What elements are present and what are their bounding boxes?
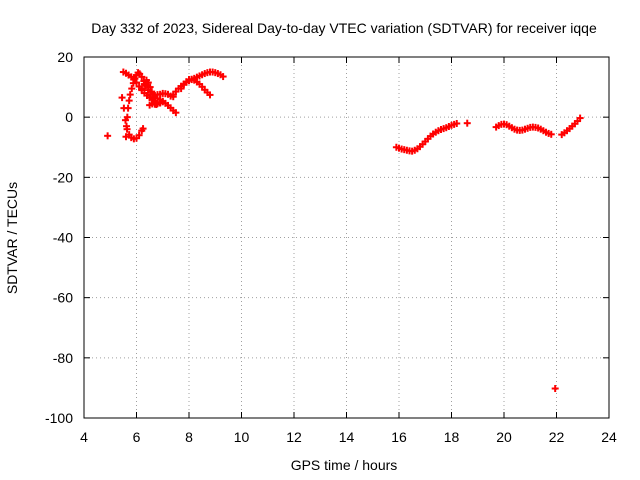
y-axis-label: SDTVAR / TECUs — [4, 182, 20, 294]
data-point — [463, 119, 471, 127]
data-point — [219, 73, 227, 81]
data-point — [547, 130, 555, 138]
data-point — [551, 385, 559, 393]
x-tick-label: 8 — [185, 429, 193, 445]
x-tick-label: 6 — [133, 429, 141, 445]
y-tick-label: -80 — [53, 350, 73, 366]
data-point — [128, 85, 136, 93]
data-point — [146, 83, 154, 91]
y-tick-label: -40 — [53, 230, 73, 246]
data-point — [126, 91, 134, 99]
data-point — [576, 114, 584, 122]
x-tick-label: 4 — [80, 429, 88, 445]
data-point — [140, 80, 148, 88]
y-tick-label: -20 — [53, 169, 73, 185]
chart-title: Day 332 of 2023, Sidereal Day-to-day VTE… — [91, 20, 597, 36]
x-tick-labels: 4 6 8 10 12 14 16 18 20 22 24 — [80, 429, 617, 445]
x-tick-label: 22 — [549, 429, 565, 445]
x-tick-label: 18 — [444, 429, 460, 445]
data-points — [104, 68, 584, 393]
data-point — [131, 75, 139, 83]
data-point — [144, 79, 152, 87]
data-point — [206, 91, 214, 99]
y-tick-label: 20 — [57, 49, 73, 65]
x-tick-label: 20 — [496, 429, 512, 445]
x-tick-label: 12 — [286, 429, 302, 445]
data-point — [121, 116, 129, 124]
data-point — [138, 73, 146, 81]
data-point — [159, 98, 167, 106]
x-tick-label: 10 — [234, 429, 250, 445]
x-tick-label: 24 — [601, 429, 617, 445]
data-point — [104, 132, 112, 140]
data-point — [123, 125, 131, 133]
data-point — [118, 94, 126, 102]
data-point — [453, 119, 461, 127]
data-point — [135, 131, 143, 139]
y-tick-label: -60 — [53, 290, 73, 306]
plot-area-border — [83, 56, 610, 419]
data-point — [139, 125, 147, 133]
data-point — [172, 109, 180, 117]
data-point — [120, 104, 128, 112]
x-tick-label: 14 — [339, 429, 355, 445]
data-point — [177, 85, 185, 93]
y-tick-label: 0 — [65, 109, 73, 125]
grid-lines — [84, 57, 609, 418]
x-axis-label: GPS time / hours — [291, 457, 398, 473]
y-tick-labels: -100 -80 -60 -40 -20 0 20 — [45, 49, 73, 426]
data-point — [138, 85, 146, 93]
data-point — [129, 79, 137, 87]
y-tick-label: -100 — [45, 410, 73, 426]
x-tick-label: 16 — [391, 429, 407, 445]
data-point — [125, 97, 133, 105]
